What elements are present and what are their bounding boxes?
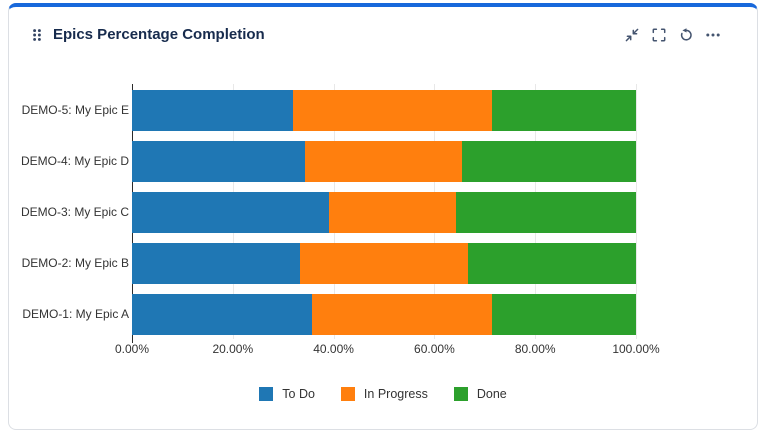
legend-label: In Progress <box>363 387 428 401</box>
minimize-button[interactable] <box>624 27 640 43</box>
x-axis-tick-label: 40.00% <box>313 342 354 356</box>
y-axis-label: DEMO-1: My Epic A <box>22 306 129 321</box>
x-axis-tick-label: 20.00% <box>212 342 254 356</box>
bar-segment-done[interactable] <box>456 192 636 233</box>
gridline <box>636 84 637 339</box>
bar-segment-to-do[interactable] <box>132 90 294 131</box>
x-axis-tick-label: 60.00% <box>414 342 455 356</box>
x-axis-tick-label: 100.00% <box>612 342 660 356</box>
bar-segment-done[interactable] <box>468 243 636 284</box>
bar-segment-in-progress[interactable] <box>311 294 492 335</box>
bar-segment-done[interactable] <box>462 141 636 182</box>
more-options-button[interactable] <box>705 27 721 43</box>
bar-segment-to-do[interactable] <box>132 141 305 182</box>
refresh-button[interactable] <box>678 27 694 43</box>
legend-swatch-in-progress <box>340 387 355 401</box>
bar-segment-in-progress[interactable] <box>293 90 492 131</box>
bar-segment-to-do[interactable] <box>132 294 312 335</box>
bar-segment-to-do[interactable] <box>132 243 300 284</box>
bar-segment-in-progress[interactable] <box>329 192 457 233</box>
legend-item-done[interactable]: Done <box>453 387 507 401</box>
bar-segment-in-progress[interactable] <box>304 141 463 182</box>
more-icon <box>706 33 720 36</box>
gadget-toolbar <box>624 27 721 43</box>
y-axis-label: DEMO-2: My Epic B <box>21 255 129 270</box>
legend-item-in-progress[interactable]: In Progress <box>340 387 428 401</box>
y-axis-label: DEMO-5: My Epic E <box>21 102 129 117</box>
bar-segment-to-do[interactable] <box>132 192 330 233</box>
legend-swatch-to-do <box>259 387 274 401</box>
legend-label: Done <box>476 387 507 401</box>
gadget-title: Epics Percentage Completion <box>53 26 265 43</box>
y-axis-labels: DEMO-5: My Epic E DEMO-4: My Epic D DEMO-3… <box>9 84 132 339</box>
chart-legend: To Do In Progress Done <box>9 387 757 401</box>
bar-row <box>132 90 636 131</box>
y-axis-label: DEMO-4: My Epic D <box>20 153 129 168</box>
bar-row <box>132 243 636 284</box>
bar-row <box>132 141 636 182</box>
x-axis-tick-label: 0.00% <box>114 342 150 356</box>
legend-item-to-do[interactable]: To Do <box>259 387 315 401</box>
bar-row <box>132 192 636 233</box>
fullscreen-icon <box>652 28 666 41</box>
y-axis-label: DEMO-3: My Epic C <box>20 204 129 219</box>
gadget-card: Epics Percentage Completion <box>8 3 758 430</box>
bar-row <box>132 294 636 335</box>
bar-segment-done[interactable] <box>491 294 636 335</box>
drag-handle-icon[interactable] <box>31 27 43 43</box>
stacked-bar-plot: 0.00% 20.00% 40.00% 60.00% 80.00% 100.00% <box>115 84 660 356</box>
refresh-icon <box>680 27 692 41</box>
gadget-header: Epics Percentage Completion <box>9 7 757 43</box>
legend-label: To Do <box>282 387 315 401</box>
fullscreen-button[interactable] <box>651 27 667 43</box>
minimize-icon <box>625 28 639 41</box>
bar-segment-in-progress[interactable] <box>299 243 469 284</box>
x-axis-tick-label: 80.00% <box>514 342 556 356</box>
bar-segment-done[interactable] <box>491 90 636 131</box>
legend-swatch-done <box>453 387 468 401</box>
